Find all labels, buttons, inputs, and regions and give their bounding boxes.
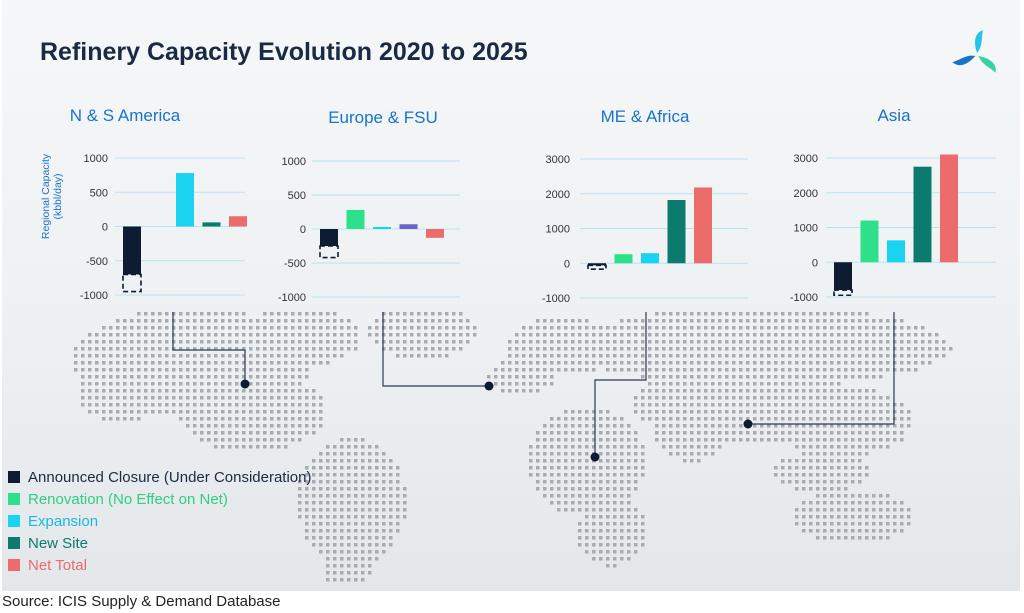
y-tick-label: 1000: [546, 224, 570, 236]
page-title: Refinery Capacity Evolution 2020 to 2025: [40, 38, 528, 66]
bar: [860, 220, 879, 263]
legend-swatch: [8, 471, 20, 483]
map-location-dot: [743, 419, 753, 429]
legend-label: Announced Closure (Under Consideration): [28, 468, 312, 486]
y-tick-label: -1000: [790, 292, 818, 304]
bar: [320, 229, 338, 246]
y-tick-label: 3000: [794, 153, 818, 165]
bar: [913, 166, 932, 263]
bar: [667, 200, 686, 264]
chart-title: Europe & FSU: [328, 108, 438, 127]
map-connector-line: [172, 312, 246, 384]
y-tick-label: 0: [102, 222, 108, 234]
y-tick-label: 1000: [794, 223, 818, 235]
legend-swatch: [8, 493, 20, 505]
regional-chart: Europe & FSU 1000 500 0 -500 -1000: [278, 108, 494, 391]
bar: [641, 253, 659, 264]
bar-under-consideration: [122, 273, 142, 293]
bar: [588, 263, 606, 266]
bar: [202, 222, 221, 227]
bar-under-consideration: [319, 245, 339, 259]
y-tick-label: 2000: [546, 189, 570, 201]
source-note: Source: ICIS Supply & Demand Database: [2, 593, 281, 610]
bar: [834, 262, 852, 291]
chart-title: N & S America: [70, 106, 181, 125]
y-tick-label: 0: [812, 257, 818, 269]
y-tick-label: -1000: [80, 290, 108, 302]
y-tick-label: -1000: [542, 293, 570, 305]
y-tick-label: 1000: [282, 156, 306, 168]
y-axis-label: Regional Capacity(kbbl/day): [40, 153, 64, 239]
bar: [426, 229, 444, 238]
legend-item-renovation: Renovation (No Effect on Net): [8, 488, 312, 510]
chart-title: ME & Africa: [601, 107, 690, 126]
bar: [229, 216, 247, 227]
map-location-dot: [484, 381, 494, 391]
legend-item-expansion: Expansion: [8, 510, 312, 532]
map-location-dot: [240, 379, 250, 389]
y-tick-label: -500: [284, 258, 306, 270]
bar: [694, 187, 712, 264]
legend-label: Expansion: [28, 512, 99, 530]
legend-item-net-total: Net Total: [8, 554, 312, 576]
y-tick-label: 500: [288, 190, 306, 202]
map-connector-line: [382, 312, 489, 387]
legend-label: Renovation (No Effect on Net): [28, 490, 228, 508]
bar: [123, 226, 141, 275]
legend-swatch: [8, 537, 20, 549]
bar: [399, 224, 418, 229]
legend-item-new-site: New Site: [8, 532, 312, 554]
legend-label: Net Total: [28, 556, 87, 574]
y-tick-label: 0: [300, 224, 306, 236]
bar: [373, 226, 391, 229]
world-map-dot-grid: [74, 312, 953, 582]
legend-swatch: [8, 515, 20, 527]
map-connector-line: [748, 312, 895, 425]
bar: [887, 240, 905, 263]
chart-title: Asia: [877, 106, 911, 125]
legend: Announced Closure (Under Consideration) …: [8, 466, 312, 576]
map-connector-line: [594, 312, 647, 457]
y-tick-label: 500: [90, 187, 108, 199]
bar-under-consideration: [833, 289, 853, 297]
bar: [614, 254, 633, 264]
y-tick-label: 3000: [546, 154, 570, 166]
y-tick-label: -500: [86, 256, 108, 268]
bar: [940, 154, 958, 263]
y-tick-label: 0: [564, 258, 570, 270]
y-tick-label: 2000: [794, 188, 818, 200]
bar: [346, 209, 365, 229]
regional-chart: N & S America 1000 500 0 -500 -1000 Regional C…: [40, 106, 250, 389]
regional-chart: ME & Africa 3000 2000 1000 0 -1000: [542, 107, 748, 462]
legend-swatch: [8, 559, 20, 571]
bar-under-consideration: [587, 264, 607, 270]
legend-label: New Site: [28, 534, 89, 552]
icis-logo-icon: [952, 30, 996, 73]
legend-item-announced-closure: Announced Closure (Under Consideration): [8, 466, 312, 488]
regional-chart: Asia 3000 2000 1000 0 -1000: [743, 106, 996, 429]
y-tick-label: -1000: [278, 292, 306, 304]
y-tick-label: 1000: [84, 153, 108, 165]
bar: [176, 173, 194, 227]
map-location-dot: [590, 452, 600, 462]
